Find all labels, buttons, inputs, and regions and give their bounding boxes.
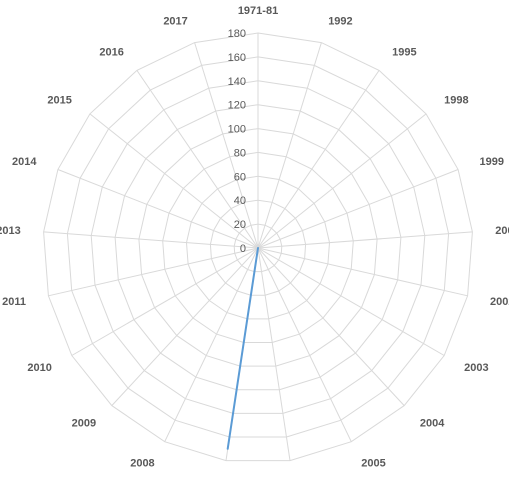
grid-ring (233, 223, 283, 273)
grid-ring (162, 151, 354, 343)
radar-gridlines (43, 32, 473, 462)
category-label: 2014 (12, 156, 37, 168)
spoke-line (257, 247, 445, 356)
tick-label: 160 (228, 52, 246, 64)
series-line (226, 247, 259, 450)
spoke-line (136, 70, 259, 249)
category-label: 1992 (328, 16, 352, 28)
tick-label: 100 (228, 124, 246, 136)
grid-ring (66, 56, 450, 438)
category-label: 1971-81 (238, 5, 278, 17)
radial-tick-labels: 0 20 40 60 80 100 120 140 160 180 (228, 28, 246, 255)
spoke-line (257, 247, 405, 406)
grid-ring (90, 80, 426, 414)
spoke-line (257, 247, 352, 442)
grid-ring (209, 199, 307, 296)
category-label: 2009 (72, 418, 96, 430)
category-label: 2011 (2, 296, 26, 308)
category-label: 2000 (495, 225, 509, 237)
spoke-line (257, 70, 380, 249)
grid-ring (185, 175, 331, 320)
tick-label: 0 (240, 243, 246, 255)
tick-label: 80 (234, 147, 246, 159)
spoke-line (43, 231, 259, 249)
radar-series (226, 247, 259, 450)
grid-ring (138, 128, 378, 367)
radar-spokes (43, 33, 473, 461)
category-label: 2004 (420, 418, 445, 430)
spoke-line (48, 247, 259, 297)
spoke-line (71, 247, 259, 356)
spoke-line (89, 113, 259, 249)
spoke-line (257, 231, 473, 249)
category-label: 1999 (480, 156, 504, 168)
spoke-line (57, 169, 259, 249)
category-label: 2015 (47, 95, 71, 107)
tick-label: 20 (234, 219, 246, 231)
grid-ring (114, 104, 402, 391)
category-label: 1998 (444, 95, 468, 107)
tick-label: 120 (228, 100, 246, 112)
category-label: 2008 (130, 457, 154, 469)
category-label: 2017 (163, 16, 187, 28)
tick-label: 140 (228, 76, 246, 88)
tick-label: 180 (228, 28, 246, 40)
tick-label: 60 (234, 171, 246, 183)
category-label: 2005 (361, 457, 385, 469)
category-label: 2010 (27, 362, 51, 374)
category-label: 2013 (0, 225, 21, 237)
category-label: 2016 (99, 46, 123, 58)
spoke-line (257, 247, 291, 461)
spoke-line (164, 247, 259, 442)
spoke-line (257, 42, 322, 249)
category-label: 1995 (392, 46, 416, 58)
spoke-line (257, 169, 459, 249)
tick-label: 40 (234, 195, 246, 207)
spoke-line (257, 113, 427, 249)
spoke-line (194, 42, 259, 249)
spoke-line (257, 247, 468, 297)
grid-ring (43, 32, 473, 462)
category-label: 2003 (464, 362, 488, 374)
spoke-line (111, 247, 259, 406)
